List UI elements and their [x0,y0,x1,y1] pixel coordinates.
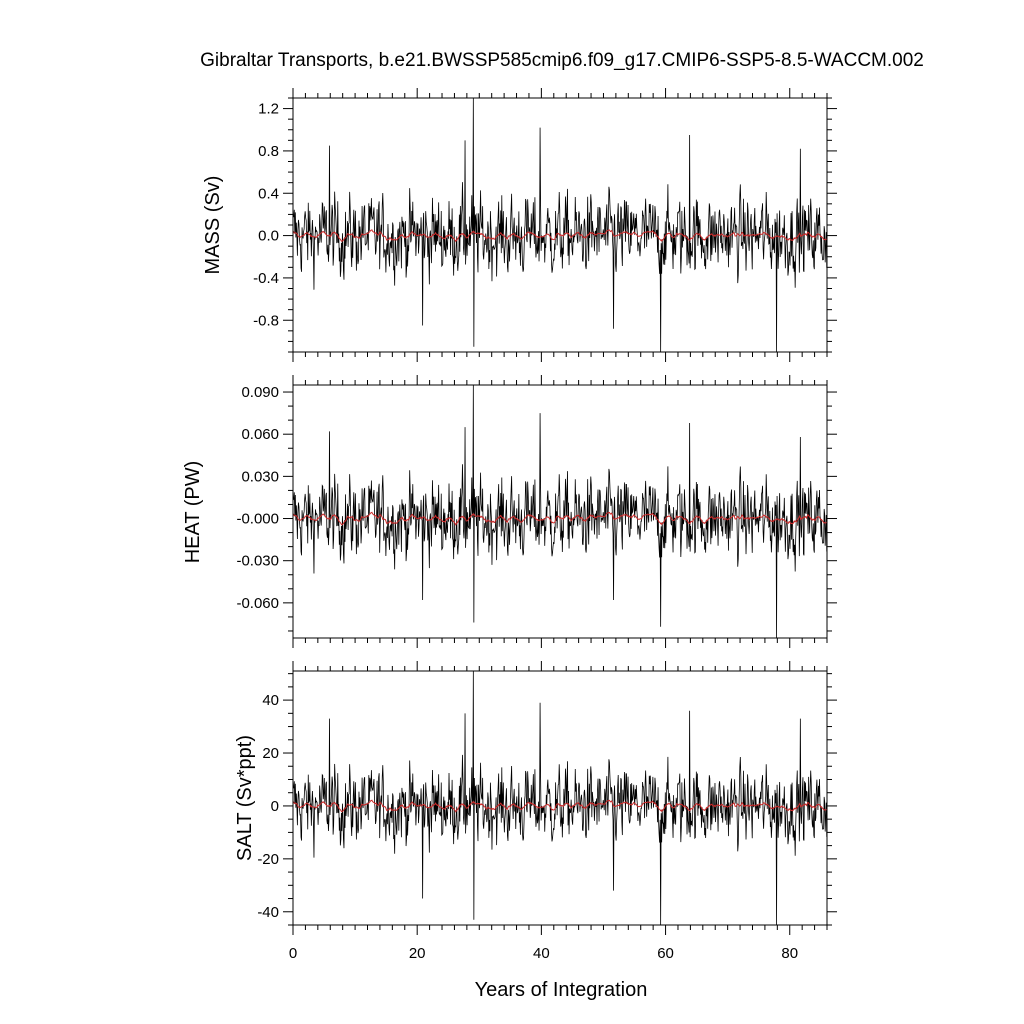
mass-y-tick-label: -0.8 [253,312,279,329]
x-tick-label: 60 [657,945,674,962]
x-tick-label: 80 [781,945,798,962]
mass-panel: MASS (Sv) -0.8 -0.4 0.0 0.4 0.8 1.2 [202,88,837,362]
salt-y-axis-label: SALT (Sv*ppt) [234,735,256,861]
heat-y-tick-label: -0.030 [236,553,279,570]
mass-y-tick-label: 0.0 [258,228,279,245]
chart-title: Gibraltar Transports, b.e21.BWSSP585cmip… [200,50,924,71]
salt-y-tick-label: 0 [271,798,279,815]
heat-y-tick-label: -0.000 [236,511,279,528]
x-tick-label: 40 [533,945,550,962]
salt-plot-frame [292,670,828,926]
mass-y-tick-label: 0.8 [258,143,279,160]
heat-y-tick-label: -0.060 [236,595,279,612]
heat-y-axis-label: HEAT (PW) [182,461,204,564]
salt-smoothed-series-line [292,799,828,813]
mass-smoothed-series-line [292,229,828,243]
mass-y-tick-label: 1.2 [258,101,279,118]
salt-monthly-series-line [293,671,827,925]
salt-panel: SALT (Sv*ppt) -40 -20 0 20 40 0 20 40 60 80 [234,661,837,962]
x-tick-label: 20 [409,945,426,962]
heat-monthly-series-line [293,385,827,638]
mass-y-tick-label: -0.4 [253,270,279,287]
heat-smoothed-series-line [292,511,828,526]
x-axis-label: Years of Integration [475,979,648,1001]
salt-y-tick-label: -20 [257,851,279,868]
heat-y-tick-label: 0.090 [241,384,279,401]
heat-plot-frame [292,384,828,639]
salt-y-tick-label: -40 [257,904,279,921]
salt-y-tick-label: 40 [262,692,279,709]
mass-y-tick-label: 0.4 [258,185,279,202]
heat-y-tick-label: 0.060 [241,426,279,443]
heat-panel: HEAT (PW) -0.060 -0.030 -0.000 0.030 0.060 0.… [182,375,837,648]
mass-monthly-series-line [293,98,827,352]
heat-y-tick-label: 0.030 [241,468,279,485]
mass-y-axis-label: MASS (Sv) [202,176,224,275]
x-tick-label: 0 [289,945,297,962]
salt-y-tick-label: 20 [262,745,279,762]
